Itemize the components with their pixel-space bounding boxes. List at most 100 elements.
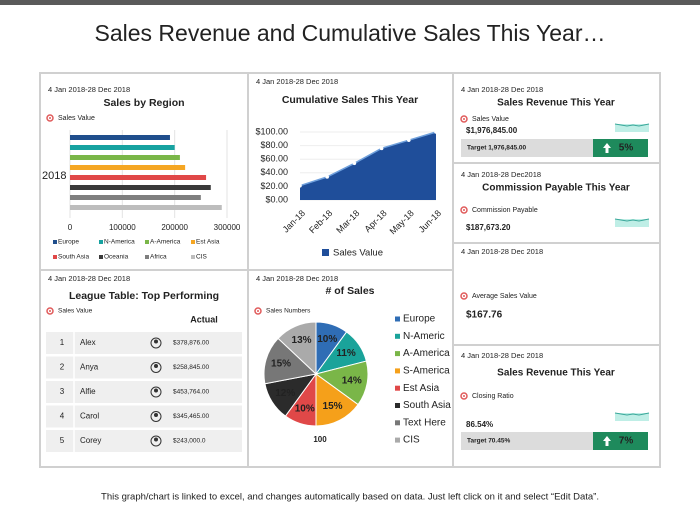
legend-label: CIS bbox=[196, 254, 208, 261]
y-tick-label: $40.00 bbox=[260, 167, 288, 177]
target-box bbox=[461, 432, 593, 450]
table-row bbox=[46, 332, 242, 354]
point bbox=[325, 175, 330, 179]
kpi-change: 7% bbox=[619, 436, 634, 447]
x-tick-label: Feb-18 bbox=[307, 208, 334, 235]
x-tick-label: Jan-18 bbox=[281, 208, 308, 235]
slice-label: 13% bbox=[292, 335, 312, 346]
panel-title: Sales by Region bbox=[103, 97, 184, 109]
kpi-date: 4 Jan 2018-28 Dec 2018 bbox=[461, 351, 543, 360]
kpi-label: Average Sales Value bbox=[472, 293, 537, 300]
legend-swatch bbox=[191, 240, 195, 244]
slice-label: 11% bbox=[336, 348, 356, 359]
panel-title: League Table: Top Performing bbox=[69, 290, 219, 302]
legend-swatch bbox=[53, 240, 57, 244]
series-icon bbox=[463, 295, 465, 297]
x-tick-label: 100000 bbox=[109, 223, 136, 232]
legend-swatch bbox=[395, 385, 400, 391]
footer-note: This graph/chart is linked to excel, and… bbox=[101, 492, 599, 503]
x-tick-label: Jun-18 bbox=[417, 208, 444, 235]
table-row bbox=[46, 381, 242, 403]
legend-label: CIS bbox=[403, 435, 420, 446]
panel-date: 4 Jan 2018-28 Dec 2018 bbox=[48, 85, 130, 94]
series-label: Sales Numbers bbox=[266, 308, 311, 315]
point bbox=[434, 130, 438, 134]
series-icon bbox=[46, 114, 54, 122]
person-icon bbox=[150, 337, 162, 349]
legend-swatch bbox=[99, 255, 103, 259]
kpi-value: $1,976,845.00 bbox=[466, 126, 518, 135]
point bbox=[298, 183, 302, 188]
kpi-title: Sales Revenue This Year bbox=[497, 98, 615, 109]
series-icon bbox=[46, 307, 54, 315]
legend-label: Africa bbox=[150, 254, 167, 261]
series-icon bbox=[257, 310, 259, 312]
legend-swatch bbox=[395, 316, 400, 322]
legend-swatch bbox=[395, 333, 400, 339]
person-icon bbox=[154, 388, 158, 393]
pie-total: 100 bbox=[313, 435, 327, 444]
kpi-value: 86.54% bbox=[466, 420, 493, 429]
y-tick-label: $80.00 bbox=[260, 140, 288, 150]
kpi-date: 4 Jan 2018-28 Dec 2018 bbox=[461, 247, 543, 256]
pie-slice bbox=[277, 321, 317, 376]
amount: $453,764.00 bbox=[173, 389, 210, 396]
bar bbox=[70, 135, 170, 140]
legend-label: Est Asia bbox=[196, 239, 220, 246]
kpi-target: Target 1,976,845.00 bbox=[467, 145, 527, 152]
person-icon bbox=[154, 437, 158, 442]
legend-label: South Asia bbox=[58, 254, 89, 261]
person-icon bbox=[154, 339, 158, 344]
panel-date: 4 Jan 2018-28 Dec 2018 bbox=[256, 274, 338, 283]
series-label: Sales Value bbox=[58, 115, 95, 122]
y-tick-label: $60.00 bbox=[260, 154, 288, 164]
slice-label: 10% bbox=[317, 334, 337, 345]
y-tick-label: $20.00 bbox=[260, 181, 288, 191]
up-arrow bbox=[603, 436, 611, 446]
point bbox=[407, 138, 411, 142]
kpi-title: Sales Revenue This Year bbox=[497, 368, 615, 379]
legend-label: N-Americ bbox=[403, 331, 445, 342]
point bbox=[352, 161, 357, 166]
panel-title: Cumulative Sales This Year bbox=[282, 94, 418, 106]
kpi-target: Target 70.45% bbox=[467, 438, 510, 445]
name: Anya bbox=[80, 363, 99, 372]
series-icon bbox=[460, 392, 468, 400]
table-header: Actual bbox=[190, 314, 218, 324]
series-icon bbox=[460, 206, 468, 214]
y-tick-label: $0.00 bbox=[265, 194, 288, 204]
bar bbox=[70, 195, 201, 200]
legend-label: S-America bbox=[403, 366, 450, 377]
legend-swatch bbox=[395, 420, 400, 426]
sparkline-fill bbox=[615, 124, 649, 132]
slice-label: 10% bbox=[295, 403, 315, 414]
sparkline-fill bbox=[615, 413, 649, 421]
legend-label: Text Here bbox=[403, 417, 446, 428]
page-title: Sales Revenue and Cumulative Sales This … bbox=[95, 20, 606, 46]
x-tick-label: 200000 bbox=[161, 223, 188, 232]
kpi-date: 4 Jan 2018-28 Dec 2018 bbox=[461, 85, 543, 94]
slice-label: 15% bbox=[323, 401, 343, 412]
bar bbox=[70, 175, 207, 180]
sparkline bbox=[614, 218, 650, 222]
series-icon bbox=[460, 292, 468, 300]
legend-label: Sales Value bbox=[333, 248, 383, 259]
x-tick-label: 0 bbox=[68, 223, 73, 232]
slice-label: 14% bbox=[342, 375, 362, 386]
person-icon bbox=[150, 435, 162, 447]
rank: 1 bbox=[60, 338, 65, 347]
series-icon bbox=[254, 307, 262, 315]
top-bar bbox=[0, 0, 700, 5]
amount: $378,876.00 bbox=[173, 340, 210, 347]
amount: $345,465.00 bbox=[173, 413, 210, 420]
legend-swatch bbox=[145, 255, 149, 259]
legend-label: Europe bbox=[403, 314, 436, 325]
panel-date: 4 Jan 2018-28 Dec 2018 bbox=[256, 77, 338, 86]
legend-swatch bbox=[395, 403, 400, 408]
legend-swatch bbox=[99, 240, 103, 244]
panel-title: # of Sales bbox=[325, 285, 374, 297]
series-icon bbox=[460, 115, 468, 123]
legend-label: South Asia bbox=[403, 400, 451, 411]
legend-swatch bbox=[395, 437, 400, 443]
